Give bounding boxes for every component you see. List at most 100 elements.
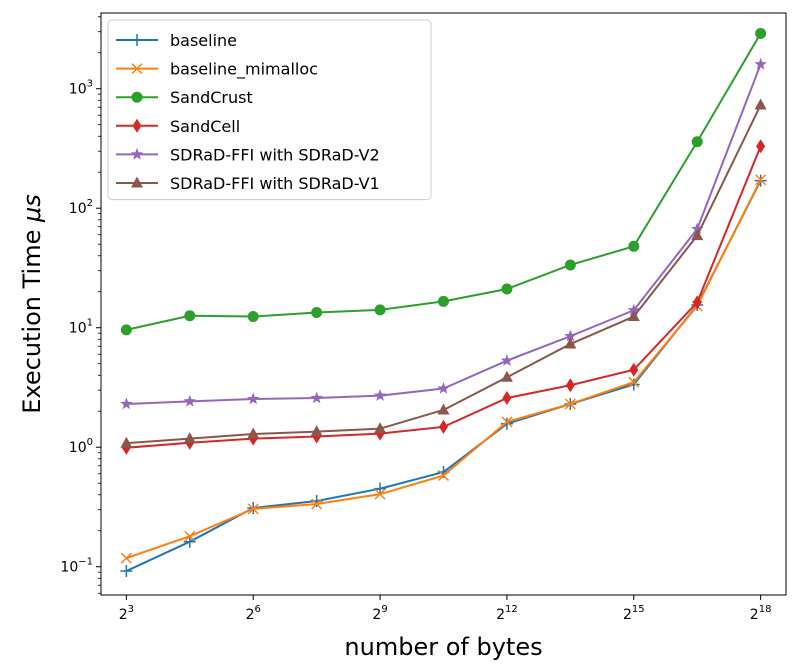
data-point-1-2 xyxy=(247,503,259,515)
y-axis-title: Execution Time μs xyxy=(18,194,46,414)
x-tick-label-2: 29 xyxy=(372,604,387,623)
series-4 xyxy=(120,57,767,410)
data-point-5-1 xyxy=(183,432,196,444)
legend-entry-4: SDRaD-FFI with SDRaD-V2 xyxy=(116,145,380,164)
data-point-1-10 xyxy=(755,174,767,186)
x-tick-label-exp-5: 18 xyxy=(759,604,772,615)
data-point-4-4 xyxy=(373,389,387,401)
data-point-2-10 xyxy=(755,27,767,39)
legend-label-0: baseline xyxy=(170,31,237,50)
data-point-5-0 xyxy=(120,436,133,448)
data-point-4-7 xyxy=(564,329,577,342)
data-point-2-5 xyxy=(438,295,449,307)
y-tick-label-1: 100 xyxy=(69,437,93,456)
x-tick-label-4: 215 xyxy=(623,604,645,623)
y-tick-label-base-3: 10 xyxy=(69,201,87,217)
y-tick-label-exp-3: 2 xyxy=(87,198,93,209)
legend-entry-1: baseline_mimalloc xyxy=(116,60,318,80)
data-point-1-0 xyxy=(120,552,132,564)
data-point-3-5 xyxy=(439,419,448,434)
x-tick-label-base-5: 2 xyxy=(750,607,759,623)
data-point-5-4 xyxy=(374,422,387,434)
legend-marker-5 xyxy=(131,176,143,188)
x-tick-label-1: 26 xyxy=(246,604,261,623)
y-tick-label-base-0: 10 xyxy=(60,560,78,576)
legend-entry-5: SDRaD-FFI with SDRaD-V1 xyxy=(116,174,380,193)
legend-entry-3: SandCell xyxy=(116,117,240,136)
y-tick-label-4: 103 xyxy=(69,79,93,98)
data-point-2-6 xyxy=(501,283,513,295)
legend-label-1: baseline_mimalloc xyxy=(170,60,318,80)
data-point-2-2 xyxy=(247,311,259,323)
data-point-2-3 xyxy=(311,307,323,319)
data-point-4-10 xyxy=(754,57,767,70)
legend-marker-1 xyxy=(131,63,143,75)
data-point-5-9 xyxy=(691,229,704,241)
data-point-4-8 xyxy=(627,303,640,316)
x-tick-label-base-3: 2 xyxy=(496,607,505,623)
x-tick-label-base-1: 2 xyxy=(246,607,255,623)
data-point-4-2 xyxy=(247,392,260,405)
data-point-1-5 xyxy=(437,469,450,482)
y-tick-label-exp-1: 0 xyxy=(87,437,93,448)
x-tick-label-0: 23 xyxy=(119,604,134,623)
y-tick-label-exp-0: −1 xyxy=(78,557,93,568)
data-point-1-1 xyxy=(184,530,196,542)
x-tick-label-exp-0: 3 xyxy=(128,604,134,615)
data-point-4-1 xyxy=(183,394,196,407)
data-point-2-7 xyxy=(564,259,576,271)
data-point-0-4 xyxy=(374,482,387,495)
data-point-5-7 xyxy=(564,337,577,349)
data-point-4-6 xyxy=(500,354,514,366)
x-axis-title: number of bytes xyxy=(344,633,542,661)
x-tick-label-base-2: 2 xyxy=(372,607,381,623)
x-tick-label-exp-1: 6 xyxy=(254,604,260,615)
data-point-4-9 xyxy=(691,222,704,235)
x-tick-label-exp-3: 12 xyxy=(505,604,518,615)
data-point-2-4 xyxy=(374,304,386,316)
legend-marker-4 xyxy=(130,147,144,160)
y-tick-label-base-1: 10 xyxy=(69,440,87,456)
data-point-4-0 xyxy=(120,397,133,410)
data-point-1-7 xyxy=(564,398,576,410)
legend-label-4: SDRaD-FFI with SDRaD-V2 xyxy=(170,145,380,164)
series-5 xyxy=(120,98,767,448)
y-tick-label-base-2: 10 xyxy=(69,321,87,337)
data-point-2-9 xyxy=(691,136,703,148)
data-point-0-1 xyxy=(183,535,196,548)
data-point-3-6 xyxy=(502,391,512,406)
data-point-5-3 xyxy=(310,425,323,437)
y-axis-title-text: Execution Time xyxy=(18,222,46,414)
data-point-2-1 xyxy=(184,310,196,322)
data-point-3-7 xyxy=(565,378,575,393)
data-point-1-8 xyxy=(628,376,640,388)
x-tick-label-5: 218 xyxy=(750,604,772,623)
x-tick-label-base-4: 2 xyxy=(623,607,632,623)
legend-label-3: SandCell xyxy=(170,117,240,136)
data-point-1-6 xyxy=(501,416,513,428)
data-point-4-5 xyxy=(437,382,450,394)
data-point-3-9 xyxy=(692,295,702,310)
data-point-5-5 xyxy=(437,403,450,415)
data-point-5-2 xyxy=(247,427,260,439)
legend-marker-2 xyxy=(131,91,143,103)
y-axis-title-unit: μs xyxy=(18,194,46,223)
data-point-1-3 xyxy=(311,498,323,510)
data-point-3-8 xyxy=(629,362,639,377)
data-point-3-10 xyxy=(756,139,766,154)
y-tick-label-2: 101 xyxy=(69,318,93,337)
y-tick-label-exp-4: 3 xyxy=(87,79,93,90)
legend: baseline baseline_mimalloc SandCrust SandCe… xyxy=(107,19,432,201)
legend-box xyxy=(107,19,432,201)
legend-entry-2: SandCrust xyxy=(116,88,253,107)
data-point-5-10 xyxy=(754,98,767,110)
series-layer xyxy=(120,27,767,578)
x-tick-label-exp-4: 15 xyxy=(632,604,645,615)
y-tick-label-0: 10−1 xyxy=(60,557,93,576)
data-point-2-8 xyxy=(628,240,640,252)
y-tick-label-3: 102 xyxy=(69,198,93,217)
data-point-4-3 xyxy=(310,391,323,404)
legend-label-2: SandCrust xyxy=(170,88,253,107)
y-tick-label-exp-2: 1 xyxy=(87,318,93,329)
